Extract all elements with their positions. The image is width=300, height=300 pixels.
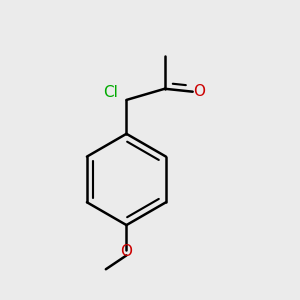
Text: O: O [193, 84, 205, 99]
Text: O: O [120, 244, 132, 259]
Text: Cl: Cl [103, 85, 118, 100]
